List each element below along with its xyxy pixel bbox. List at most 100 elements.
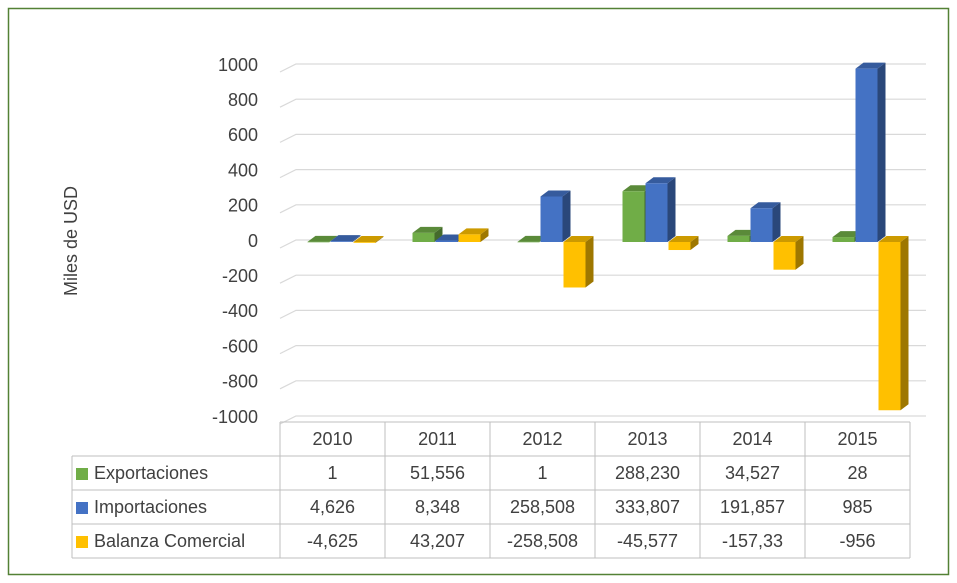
legend-key (76, 536, 88, 548)
y-tick-label: 1000 (218, 55, 258, 75)
bar (540, 190, 571, 242)
bar-face (330, 241, 353, 242)
data-label: -956 (839, 531, 875, 551)
bar-face (540, 190, 571, 197)
bar-face (878, 236, 909, 242)
legend-label: Exportaciones (94, 463, 208, 483)
y-tick-label: 800 (228, 90, 258, 110)
bar-face (727, 235, 750, 242)
bar-face (330, 235, 361, 242)
bar-face (307, 241, 330, 243)
bar-face (352, 235, 361, 242)
bar (878, 236, 909, 411)
bar-face (832, 231, 863, 238)
bar-face (900, 236, 909, 411)
bar-face (458, 228, 489, 235)
bar (750, 202, 781, 242)
bar-face (750, 208, 773, 242)
bar-face (307, 235, 338, 242)
bar-face (540, 196, 563, 242)
bar-face (750, 202, 781, 209)
legend-key (76, 502, 88, 514)
data-label: 4,626 (310, 497, 355, 517)
y-tick-label: 0 (248, 231, 258, 251)
bar-face (690, 236, 699, 251)
y-tick-label: -400 (222, 301, 258, 321)
grid-line (279, 380, 926, 390)
y-axis-label: Miles de USD (61, 186, 81, 296)
data-label: 258,508 (510, 497, 575, 517)
bar (855, 62, 886, 242)
bar (353, 236, 384, 243)
bar (412, 226, 443, 242)
x-tick-label: 2014 (732, 429, 772, 449)
y-tick-label: 200 (228, 196, 258, 216)
x-tick-label: 2012 (522, 429, 562, 449)
x-tick-label: 2010 (312, 429, 352, 449)
bar-face (563, 242, 586, 288)
x-tick-label: 2011 (418, 429, 457, 449)
bar-face (855, 68, 878, 242)
data-label: 8,348 (415, 497, 460, 517)
bar-face (773, 242, 796, 270)
data-label: 1 (537, 463, 547, 483)
data-label: -157,33 (722, 531, 783, 551)
bar-face (667, 177, 676, 242)
bar-face (435, 240, 458, 242)
y-tick-label: -800 (222, 372, 258, 392)
grid-line (279, 204, 926, 214)
bar (330, 235, 361, 242)
bar-face (412, 226, 443, 233)
bar (458, 228, 489, 242)
y-tick-label: -600 (222, 336, 258, 356)
data-label: 1 (327, 463, 337, 483)
bar-face (645, 177, 676, 184)
bar-face (668, 242, 691, 251)
grid-line (279, 63, 926, 73)
bar-face (877, 62, 886, 242)
grid-line (279, 169, 926, 179)
legend-label: Balanza Comercial (94, 531, 245, 551)
bar-face (668, 236, 699, 242)
y-tick-label: -200 (222, 266, 258, 286)
data-label: 34,527 (725, 463, 780, 483)
grid-line (279, 239, 926, 249)
data-label: -45,577 (617, 531, 678, 551)
data-label: -258,508 (507, 531, 578, 551)
bar-face (773, 236, 804, 242)
y-tick-label: -1000 (212, 407, 258, 427)
grid-line (279, 345, 926, 355)
y-tick-label: 400 (228, 160, 258, 180)
data-label: 51,556 (410, 463, 465, 483)
bar-face (562, 190, 571, 242)
bar-face (353, 236, 384, 242)
bar-face (772, 202, 781, 242)
chart-border (7, 7, 950, 576)
bar-face (517, 241, 540, 243)
data-label: 288,230 (615, 463, 680, 483)
grid-line (279, 98, 926, 108)
data-label: 333,807 (615, 497, 680, 517)
bar-face (622, 185, 653, 192)
bar-face (622, 191, 645, 242)
bar-face (563, 236, 594, 242)
data-label: 28 (847, 463, 867, 483)
bar (668, 236, 699, 251)
bar-face (855, 62, 886, 69)
legend-label: Importaciones (94, 497, 207, 517)
bar-face (375, 236, 384, 243)
bar-face (480, 228, 489, 242)
bar-face (645, 183, 668, 242)
grid-line (279, 133, 926, 143)
y-tick-label: 600 (228, 125, 258, 145)
grid-line (279, 274, 926, 284)
data-label: 191,857 (720, 497, 785, 517)
bar (563, 236, 594, 288)
bar-face (517, 235, 548, 242)
bar-face (458, 234, 481, 242)
grid-line (279, 415, 926, 425)
data-label: 43,207 (410, 531, 465, 551)
grid-line (279, 309, 926, 319)
bar-face (435, 234, 466, 241)
